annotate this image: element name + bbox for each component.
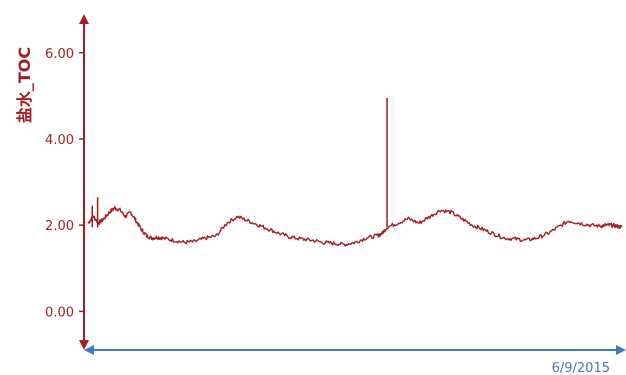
series-group (87, 98, 623, 247)
y-tick-label: 0.00 (45, 305, 74, 320)
x-axis-arrow-right-icon (616, 345, 626, 355)
y-ticks: 0.00 2.00 4.00 6.00 (45, 47, 84, 320)
y-axis (79, 14, 89, 350)
y-axis-label: 盐水_TOC (15, 47, 34, 123)
y-tick-label: 2.00 (45, 219, 74, 234)
y-axis-arrow-down-icon (79, 340, 89, 350)
x-axis-date-label: 6/9/2015 (552, 361, 610, 375)
y-axis-arrow-up-icon (79, 14, 89, 24)
x-axis-arrow-left-icon (84, 345, 94, 355)
series-line (87, 206, 623, 247)
y-tick-label: 6.00 (45, 47, 74, 62)
x-axis[interactable] (84, 345, 626, 355)
y-tick-label: 4.00 (45, 133, 74, 148)
